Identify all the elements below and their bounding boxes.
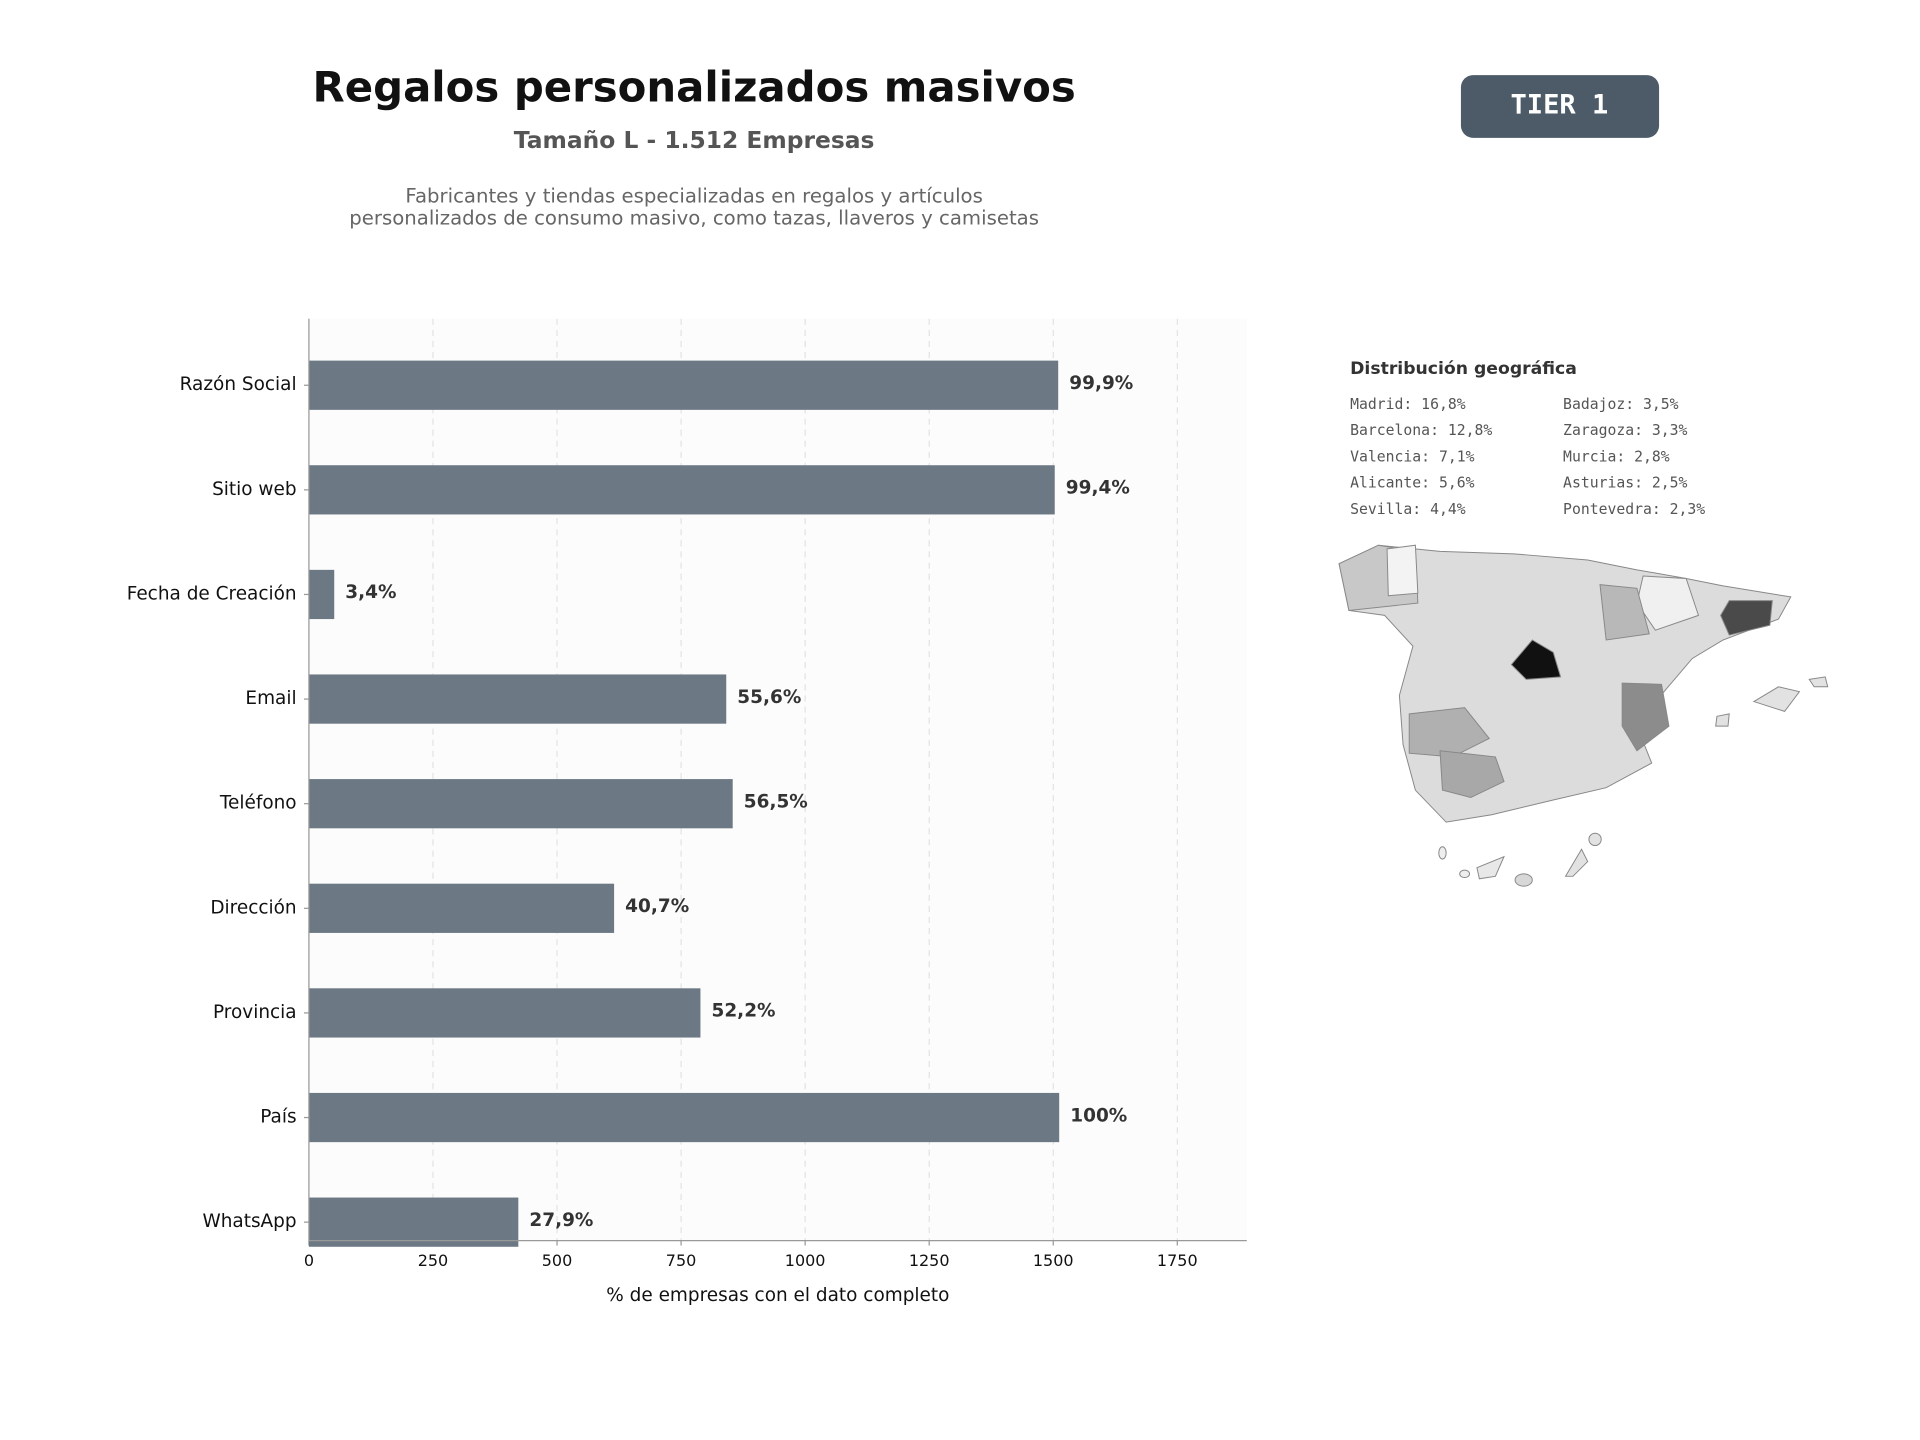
y-tick-label: Fecha de Creación [127, 583, 297, 604]
geo-entry: Zaragoza: 3,3% [1563, 422, 1687, 439]
bar [308, 1092, 1060, 1143]
title: Regalos personalizados masivos [313, 62, 1076, 111]
geo-entry: Barcelona: 12,8% [1350, 422, 1492, 439]
bar [308, 360, 1059, 410]
y-tick-label: WhatsApp [202, 1211, 296, 1232]
map-island [1715, 713, 1730, 727]
plot: 0 250 500 750 1000 1250 1500 1750 Razón Social 99… [127, 318, 1198, 1270]
geo-entry: Madrid: 16,8% [1350, 396, 1466, 413]
value-label: 55,6% [737, 687, 801, 708]
y-tick-label: Dirección [210, 897, 296, 918]
bar [308, 883, 615, 933]
badge [1460, 75, 1660, 138]
description: Fabricantes y tiendas especializadas en … [405, 184, 982, 207]
map-island [1476, 855, 1505, 880]
subtitle: Tamaño L - 1.512 Empresas [514, 126, 875, 154]
map-island [1808, 676, 1829, 688]
x-axis-label: % de empresas con el dato completo [606, 1285, 949, 1306]
geo-entry: Asturias: 2,5% [1563, 475, 1687, 492]
y-tick-label: País [260, 1107, 296, 1128]
map-island [1564, 848, 1589, 877]
y-tick-label: Email [245, 688, 296, 709]
value-label: 52,2% [712, 1001, 776, 1022]
description: personalizados de consumo masivo, como t… [349, 207, 1039, 230]
badge-text: TIER 1 [1511, 89, 1609, 120]
map-region [1621, 682, 1670, 752]
value-label: 56,5% [744, 791, 808, 812]
bar [308, 465, 1055, 515]
value-label: 99,9% [1069, 373, 1133, 394]
map-island [1752, 686, 1801, 712]
y-tick-label: Teléfono [219, 793, 297, 814]
bar [308, 1197, 519, 1247]
map [1338, 544, 1829, 887]
x-tick-label: 0 [304, 1251, 314, 1270]
value-label: 100% [1070, 1105, 1127, 1126]
bar [308, 569, 335, 620]
x-tick-label: 1250 [909, 1251, 950, 1270]
geo-entry: Sevilla: 4,4% [1350, 501, 1466, 518]
x-tick-label: 250 [418, 1251, 449, 1270]
map-region [1386, 544, 1419, 597]
map-island [1459, 869, 1471, 879]
map-island [1514, 873, 1533, 887]
bar [308, 674, 727, 724]
map-region [1510, 639, 1562, 680]
value-label: 3,4% [345, 582, 396, 603]
y-tick-label: Provincia [213, 1002, 297, 1023]
value-label: 27,9% [529, 1210, 593, 1231]
x-tick-label: 750 [666, 1251, 697, 1270]
map-island [1438, 846, 1447, 860]
geo-list: Madrid: 16,8% Barcelona: 12,8% Valencia: 7… [1350, 396, 1705, 518]
map-region [1599, 584, 1650, 641]
value-label: 99,4% [1066, 478, 1130, 499]
x-tick-label: 1000 [785, 1251, 826, 1270]
map-region [1408, 707, 1490, 758]
geo-title: Distribución geográfica [1350, 359, 1577, 379]
geo-entry: Pontevedra: 2,3% [1563, 501, 1705, 518]
geo-entry: Murcia: 2,8% [1563, 448, 1670, 465]
map-island [1588, 832, 1602, 847]
x-tick-label: 1500 [1033, 1251, 1074, 1270]
x-tick-label: 1750 [1157, 1251, 1198, 1270]
bar [308, 988, 701, 1038]
geo-entry: Badajoz: 3,5% [1563, 396, 1679, 413]
map-region [1720, 600, 1773, 636]
value-label: 40,7% [625, 896, 689, 917]
bar [308, 779, 733, 829]
geo-entry: Valencia: 7,1% [1350, 448, 1474, 465]
x-tick-label: 500 [542, 1251, 573, 1270]
geo-entry: Alicante: 5,6% [1350, 475, 1474, 492]
y-tick-label: Sitio web [212, 479, 297, 500]
map-region [1439, 750, 1505, 799]
y-tick-label: Razón Social [180, 374, 297, 395]
